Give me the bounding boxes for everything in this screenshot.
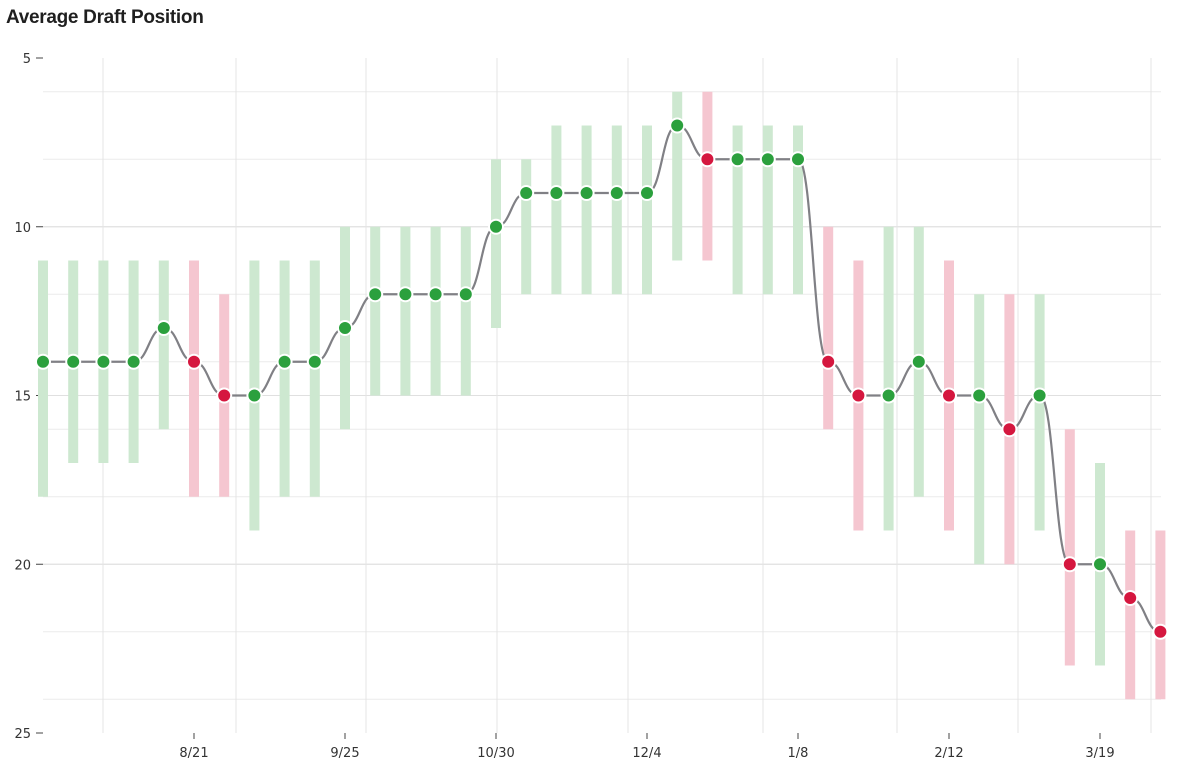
x-tick-label: 2/12 xyxy=(934,746,963,761)
adp-point[interactable] xyxy=(186,353,202,370)
y-tick-label: 10 xyxy=(14,221,31,236)
adp-point[interactable] xyxy=(65,353,82,370)
adp-point[interactable] xyxy=(971,387,988,404)
adp-point[interactable] xyxy=(850,387,867,404)
range-bar xyxy=(672,91,683,261)
adp-point[interactable] xyxy=(639,185,655,201)
adp-point[interactable] xyxy=(1001,421,1018,438)
y-tick-label: 20 xyxy=(14,558,31,573)
adp-point[interactable] xyxy=(518,185,535,201)
adp-point[interactable] xyxy=(910,353,927,370)
adp-point[interactable] xyxy=(367,286,384,303)
line-layer xyxy=(43,124,1161,633)
range-bar xyxy=(642,125,652,295)
range-bar xyxy=(430,226,441,396)
range-bar xyxy=(883,226,894,531)
range-bar xyxy=(491,159,501,328)
adp-point[interactable] xyxy=(246,387,263,404)
adp-point[interactable] xyxy=(578,185,595,201)
adp-point[interactable] xyxy=(35,353,51,370)
range-bar xyxy=(823,226,834,430)
adp-point[interactable] xyxy=(759,151,776,168)
range-bar xyxy=(400,226,411,396)
range-bar xyxy=(521,159,532,295)
range-bar xyxy=(1064,429,1075,666)
range-bar xyxy=(551,125,562,295)
range-bar xyxy=(702,91,713,261)
y-tick-label: 5 xyxy=(23,52,31,67)
chart-title: Average Draft Position xyxy=(6,7,204,28)
range-bar xyxy=(581,125,592,295)
adp-series-line xyxy=(43,124,1161,633)
adp-point[interactable] xyxy=(337,320,353,336)
range-bar xyxy=(732,125,743,295)
range-bar xyxy=(793,125,803,295)
range-bar xyxy=(309,260,320,497)
range-bar xyxy=(1034,294,1045,531)
range-bar xyxy=(189,260,199,497)
point-layer xyxy=(35,117,1169,640)
adp-point[interactable] xyxy=(1031,387,1048,404)
range-bar xyxy=(460,226,471,396)
adp-point[interactable] xyxy=(880,387,897,404)
adp-point[interactable] xyxy=(1122,590,1139,606)
adp-point[interactable] xyxy=(548,185,565,201)
adp-point[interactable] xyxy=(457,286,474,303)
range-bar xyxy=(370,226,381,396)
x-tick-label: 1/8 xyxy=(788,746,809,761)
adp-point[interactable] xyxy=(95,353,112,370)
range-bar xyxy=(762,125,773,295)
y-tick-label: 15 xyxy=(14,390,31,405)
adp-point[interactable] xyxy=(397,286,414,303)
y-tick-label: 25 xyxy=(14,727,31,742)
adp-point[interactable] xyxy=(488,218,504,235)
adp-point[interactable] xyxy=(216,387,233,404)
range-bar xyxy=(38,260,48,497)
range-bar xyxy=(611,125,622,295)
adp-point[interactable] xyxy=(427,286,444,303)
adp-point[interactable] xyxy=(155,320,172,336)
adp-point[interactable] xyxy=(1152,623,1169,640)
range-bar xyxy=(1155,530,1166,700)
axis-layer: 5 10 15 20 25 8/21 9/25 10/30 12/4 1/8 2/12 3/19 xyxy=(14,52,1114,761)
range-bar xyxy=(279,260,290,497)
range-bar xyxy=(1125,530,1136,700)
range-bar xyxy=(158,260,169,430)
x-tick-label: 12/4 xyxy=(632,746,661,761)
adp-point[interactable] xyxy=(1092,556,1108,573)
x-tick-label: 9/25 xyxy=(330,746,359,761)
adp-point[interactable] xyxy=(729,151,746,168)
x-tick-label: 10/30 xyxy=(477,746,514,761)
x-tick-label: 8/21 xyxy=(179,746,208,761)
adp-point[interactable] xyxy=(699,151,716,168)
adp-point[interactable] xyxy=(790,151,806,168)
range-bar xyxy=(974,294,985,565)
adp-point[interactable] xyxy=(125,353,142,370)
adp-point[interactable] xyxy=(820,353,837,370)
adp-point[interactable] xyxy=(306,353,323,370)
adp-point[interactable] xyxy=(276,353,293,370)
x-tick-label: 3/19 xyxy=(1085,746,1114,761)
adp-point[interactable] xyxy=(1061,556,1078,573)
adp-point[interactable] xyxy=(669,117,686,134)
adp-point[interactable] xyxy=(608,185,625,201)
grid-layer xyxy=(43,58,1161,733)
adp-point[interactable] xyxy=(941,387,957,404)
